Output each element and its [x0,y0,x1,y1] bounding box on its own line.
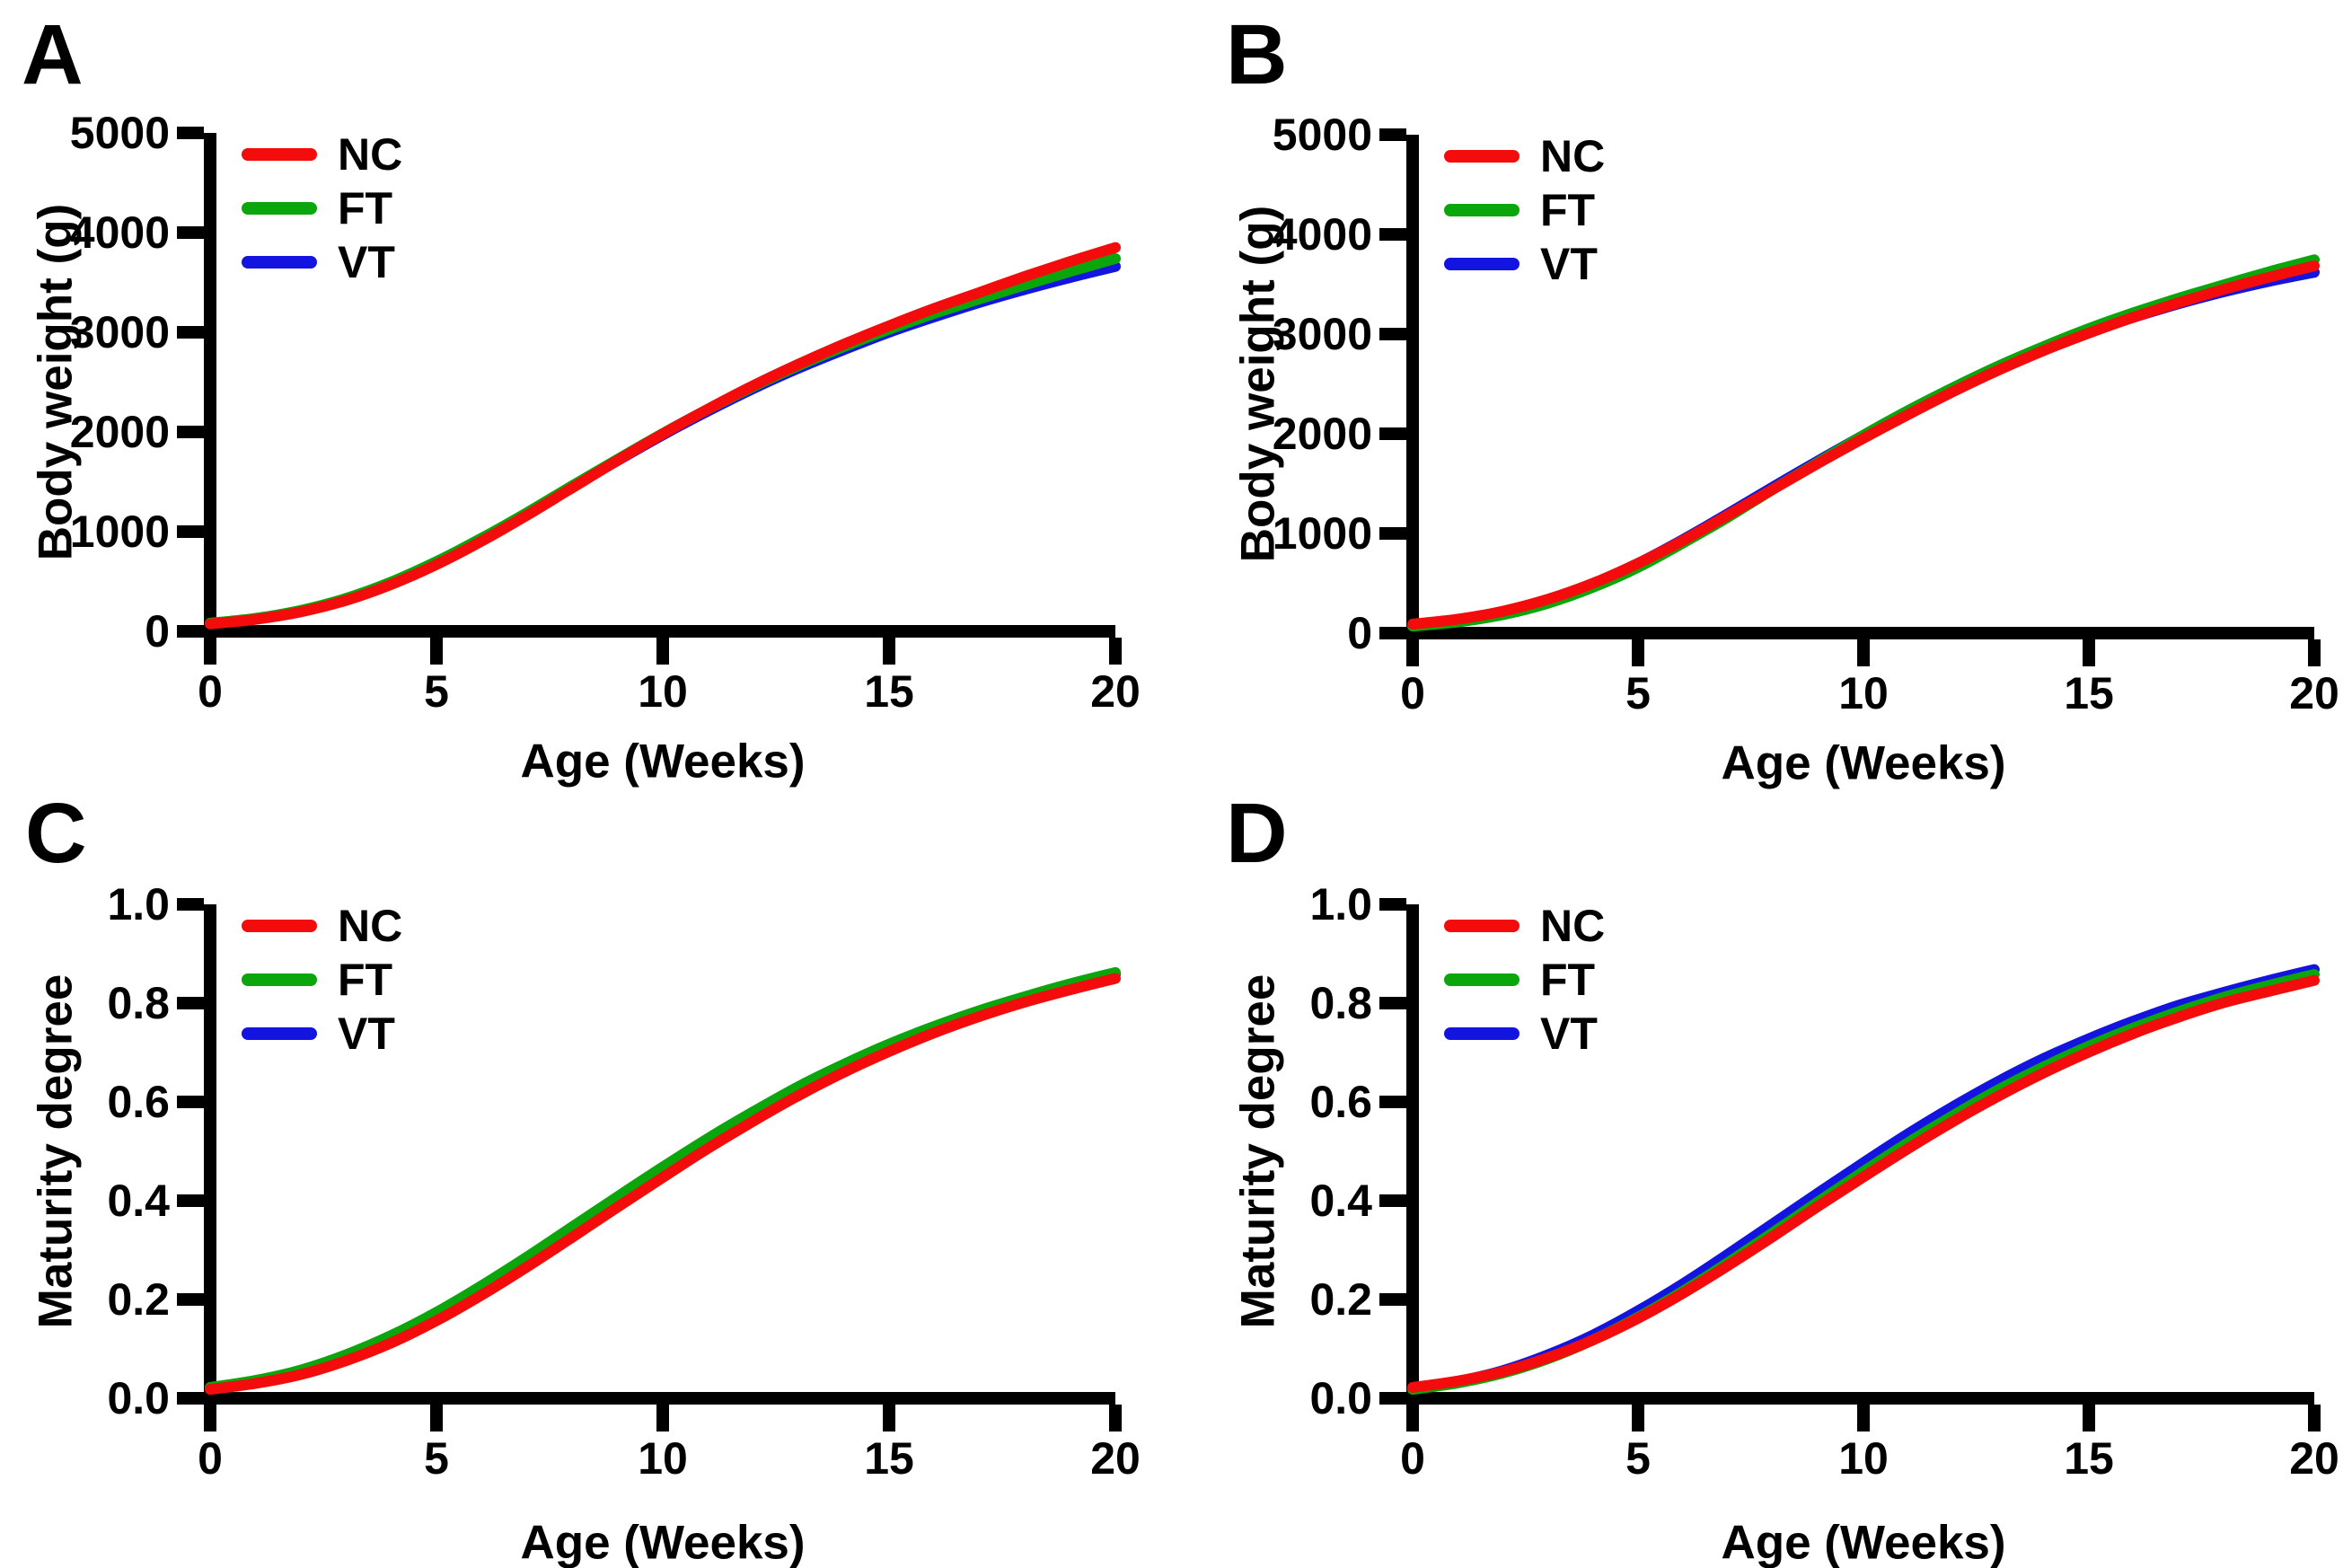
y-tick-label: 0.6 [1309,1077,1372,1127]
y-tick-label: 0.0 [107,1373,170,1423]
x-tick-label: 5 [1625,668,1651,718]
legend-label-VT: VT [1540,239,1598,289]
y-tick-label: 0 [145,606,170,656]
y-tick-label: 4000 [1273,209,1372,260]
y-tick-label: 0.0 [1309,1373,1372,1423]
panel-letter: A [22,7,84,102]
y-tick-label: 0.2 [1309,1274,1372,1325]
y-tick-label: 1.0 [1309,879,1372,929]
x-tick-label: 10 [638,666,688,717]
series-line-NC [205,973,1121,1396]
y-tick-label: 0.8 [107,978,170,1028]
panel-letter: D [1226,786,1288,881]
y-axis-title: Maturity degree [30,974,83,1329]
x-tick-label: 20 [2289,668,2339,718]
y-tick-label: 0.8 [1309,978,1372,1028]
legend-label-VT: VT [338,1009,395,1059]
y-tick-label: 5000 [70,108,170,158]
x-axis-title: Age (Weeks) [1721,1517,2005,1568]
panel-letter: B [1226,7,1288,102]
chart-panel-b: B 0 1000 2000 3000 4000 5000 0 5 10 15 20 Age (Weeks… [1226,7,2339,790]
x-tick-label: 10 [1838,668,1889,718]
legend-label-VT: VT [1540,1009,1598,1059]
x-tick-label: 10 [1838,1433,1889,1484]
y-axis-title: Maturity degree [1232,974,1285,1329]
x-tick-label: 5 [424,1433,449,1484]
y-axis-title: Body weight (g) [1232,206,1285,562]
x-tick-label: 10 [638,1433,688,1484]
x-tick-label: 15 [2064,668,2114,718]
y-tick-label: 0.2 [107,1274,170,1325]
x-tick-label: 0 [1400,1433,1425,1484]
series-line-NC [205,242,1121,630]
y-tick-label: 0 [1347,608,1372,658]
y-tick-label: 4000 [70,207,170,258]
y-tick-label: 1.0 [107,879,170,929]
chart-panel-a: A 0 1000 2000 3000 4000 5000 0 5 10 15 20 Age (Weeks… [22,7,1141,788]
legend-label-NC: NC [1540,901,1605,951]
x-tick-label: 0 [198,666,223,717]
x-tick-label: 15 [864,666,914,717]
x-tick-label: 5 [424,666,449,717]
y-tick-label: 0.6 [107,1077,170,1127]
series-line-FT [205,966,1121,1393]
y-tick-label: 2000 [1273,409,1372,459]
legend-label-FT: FT [338,183,392,233]
legend-label-NC: NC [338,129,402,180]
legend-label-VT: VT [338,237,395,287]
legend-label-FT: FT [1540,185,1595,235]
x-tick-label: 15 [2064,1433,2114,1484]
x-tick-label: 20 [1090,666,1141,717]
legend-label-FT: FT [1540,955,1595,1005]
x-tick-label: 20 [1090,1433,1141,1484]
x-tick-label: 20 [2289,1433,2339,1484]
y-tick-label: 1000 [1273,508,1372,559]
x-axis-title: Age (Weeks) [520,736,805,788]
y-tick-label: 3000 [70,307,170,357]
x-tick-label: 0 [198,1433,223,1484]
x-tick-label: 15 [864,1433,914,1484]
y-tick-label: 5000 [1273,110,1372,160]
y-tick-label: 0.4 [107,1176,170,1226]
y-tick-label: 0.4 [1309,1176,1372,1226]
panel-letter: C [25,786,87,881]
y-tick-label: 3000 [1273,309,1372,359]
x-tick-label: 0 [1400,668,1425,718]
legend-label-FT: FT [338,955,392,1005]
series-line-NC [1407,260,2320,630]
series-line-NC [1407,974,2320,1393]
x-tick-label: 5 [1625,1433,1651,1484]
legend-label-NC: NC [338,901,402,951]
x-axis-title: Age (Weeks) [520,1517,805,1568]
y-tick-label: 2000 [70,407,170,457]
y-tick-label: 1000 [70,507,170,557]
chart-panel-c: C 0.0 0.2 0.4 0.6 0.8 1.0 0 5 10 15 20 Age (Weeks) Ma… [25,786,1141,1568]
x-axis-title: Age (Weeks) [1721,737,2005,790]
y-axis-title: Body weight (g) [30,204,83,560]
series-line-VT [205,260,1121,630]
legend-label-NC: NC [1540,131,1605,181]
chart-panel-d: D 0.0 0.2 0.4 0.6 0.8 1.0 0 5 10 15 20 Age (Weeks) Ma… [1226,786,2339,1568]
series-line-VT [1407,267,2320,631]
